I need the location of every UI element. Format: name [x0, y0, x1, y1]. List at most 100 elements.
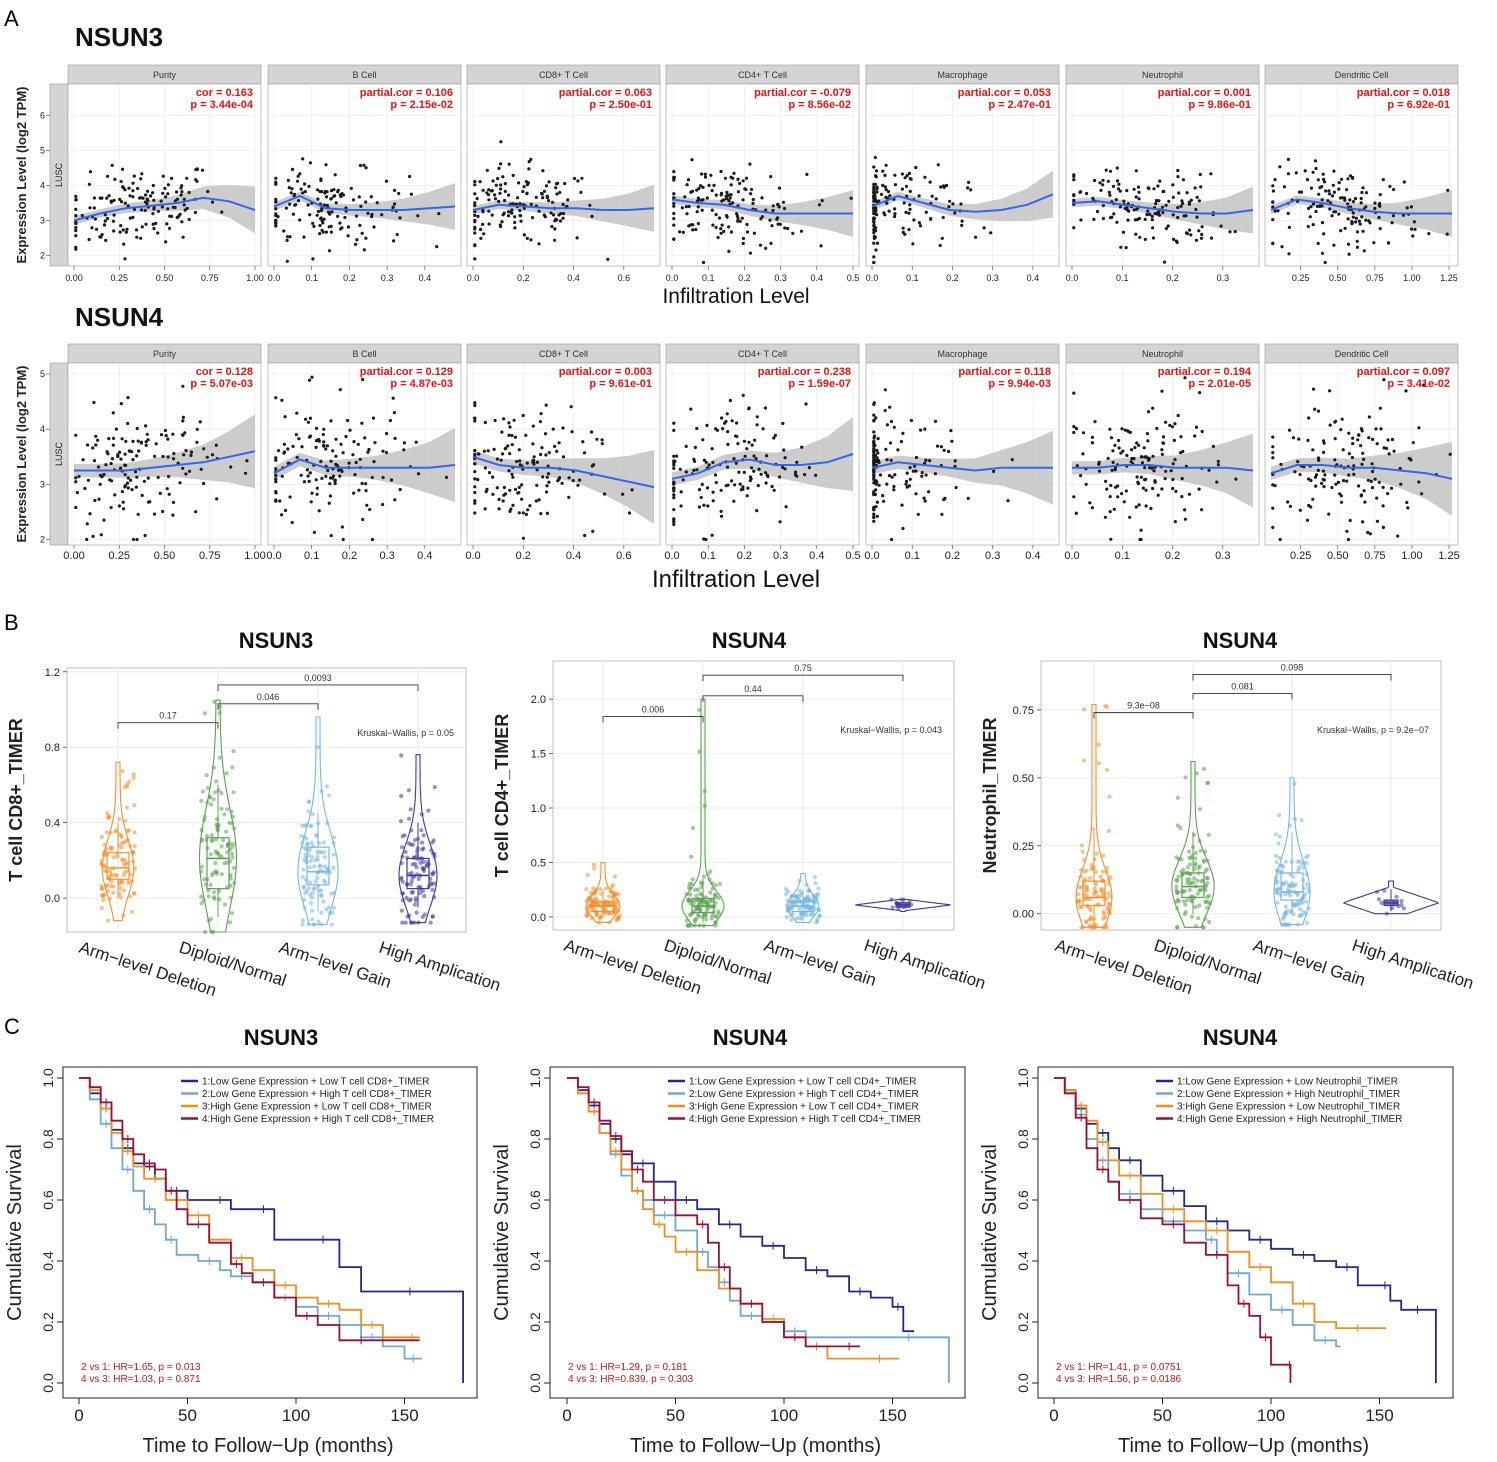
jitter-point	[412, 837, 418, 843]
jitter-point	[689, 854, 694, 859]
scatter-point	[1111, 460, 1115, 464]
violin-group-arm-level-gain	[297, 716, 339, 927]
violin-outline	[297, 716, 339, 926]
y-tick-label: 3	[40, 479, 45, 489]
scatter-point	[1387, 452, 1391, 456]
scatter-point	[1287, 428, 1292, 432]
scatter-point	[695, 188, 699, 192]
scatter-point	[882, 499, 886, 503]
scatter-point	[193, 210, 197, 215]
scatter-point	[301, 157, 305, 161]
scatter-point	[303, 182, 307, 186]
x-tick-label: 0.2	[516, 550, 531, 562]
scatter-point	[473, 462, 477, 466]
x-tick-label: 0.75	[1366, 273, 1384, 283]
jitter-point	[306, 886, 311, 891]
jitter-point	[105, 811, 110, 816]
jitter-point	[1194, 771, 1199, 776]
scatter-point	[86, 443, 90, 447]
p-value-label: p = 9.94e-03	[988, 378, 1051, 390]
scatter-point	[395, 232, 399, 237]
jitter-point	[132, 803, 137, 808]
scatter-point	[805, 172, 809, 176]
scatter-point	[1306, 438, 1310, 442]
scatter-point	[324, 474, 328, 478]
scatter-point	[243, 471, 248, 475]
scatter-point	[508, 425, 512, 429]
scatter-point	[362, 163, 366, 167]
scatter-point	[1271, 205, 1275, 209]
scatter-point	[322, 217, 326, 221]
y-tick-label: 3	[40, 216, 45, 226]
scatter-point	[558, 190, 562, 195]
scatter-point	[707, 463, 711, 467]
scatter-point	[755, 509, 759, 513]
scatter-point	[748, 475, 753, 479]
scatter-point	[391, 396, 395, 400]
scatter-point	[100, 233, 104, 237]
scatter-point	[706, 504, 710, 508]
scatter-point	[1352, 472, 1356, 476]
scatter-point	[807, 466, 812, 470]
scatter-point	[384, 179, 389, 183]
jitter-point	[228, 876, 233, 881]
jitter-point	[1093, 870, 1099, 875]
scatter-point	[1074, 511, 1078, 515]
scatter-point	[1321, 469, 1325, 473]
scatter-point	[1342, 196, 1347, 200]
scatter-point	[553, 227, 557, 231]
scatter-point	[710, 208, 714, 212]
x-tick-label: 0.0	[465, 550, 480, 562]
jitter-point	[807, 897, 812, 902]
scatter-point	[140, 493, 144, 497]
scatter-point	[285, 259, 289, 263]
smooth-line	[1270, 198, 1452, 215]
scatter-point	[274, 480, 278, 484]
scatter-point	[346, 418, 350, 423]
scatter-point	[507, 469, 511, 473]
scatter-point	[699, 184, 703, 188]
scatter-point	[1185, 191, 1189, 195]
scatter-point	[705, 196, 709, 200]
scatter-point	[1362, 489, 1366, 493]
scatter-point	[1072, 178, 1076, 182]
jitter-point	[1283, 904, 1288, 909]
jitter-point	[1079, 925, 1084, 930]
scatter-point	[892, 484, 896, 489]
scatter-point	[154, 442, 158, 446]
chart-title: NSUN3	[244, 1025, 319, 1050]
scatter-point	[473, 179, 477, 184]
jitter-point	[308, 859, 313, 864]
scatter-point	[107, 194, 111, 198]
jitter-point	[318, 922, 324, 927]
scatter-point	[1112, 507, 1116, 511]
scatter-point	[783, 467, 787, 471]
scatter-point	[532, 455, 536, 459]
scatter-point	[1392, 187, 1396, 192]
jitter-point	[219, 844, 224, 849]
scatter-point	[1144, 455, 1148, 459]
scatter-point	[1121, 230, 1126, 234]
plot-frame	[665, 83, 860, 267]
scatter-point	[112, 229, 116, 233]
scatter-point	[473, 203, 477, 207]
y-tick-label: 1.0	[527, 1068, 543, 1088]
scatter-point	[672, 463, 676, 467]
jitter-point	[896, 906, 901, 912]
jitter-point	[1277, 855, 1282, 861]
scatter-point	[1183, 376, 1187, 380]
scatter-point	[672, 522, 676, 527]
scatter-point	[714, 193, 718, 197]
violin-group-arm-level-deletion	[584, 861, 623, 925]
scatter-point	[1398, 467, 1402, 471]
scatter-point	[719, 227, 723, 231]
jitter-point	[1104, 704, 1109, 709]
scatter-point	[525, 236, 529, 240]
scatter-point	[872, 516, 876, 520]
jitter-point	[399, 908, 404, 913]
scatter-point	[1322, 177, 1326, 181]
scatter-point	[908, 465, 912, 470]
scatter-point	[923, 427, 927, 431]
scatter-point	[1372, 241, 1376, 245]
